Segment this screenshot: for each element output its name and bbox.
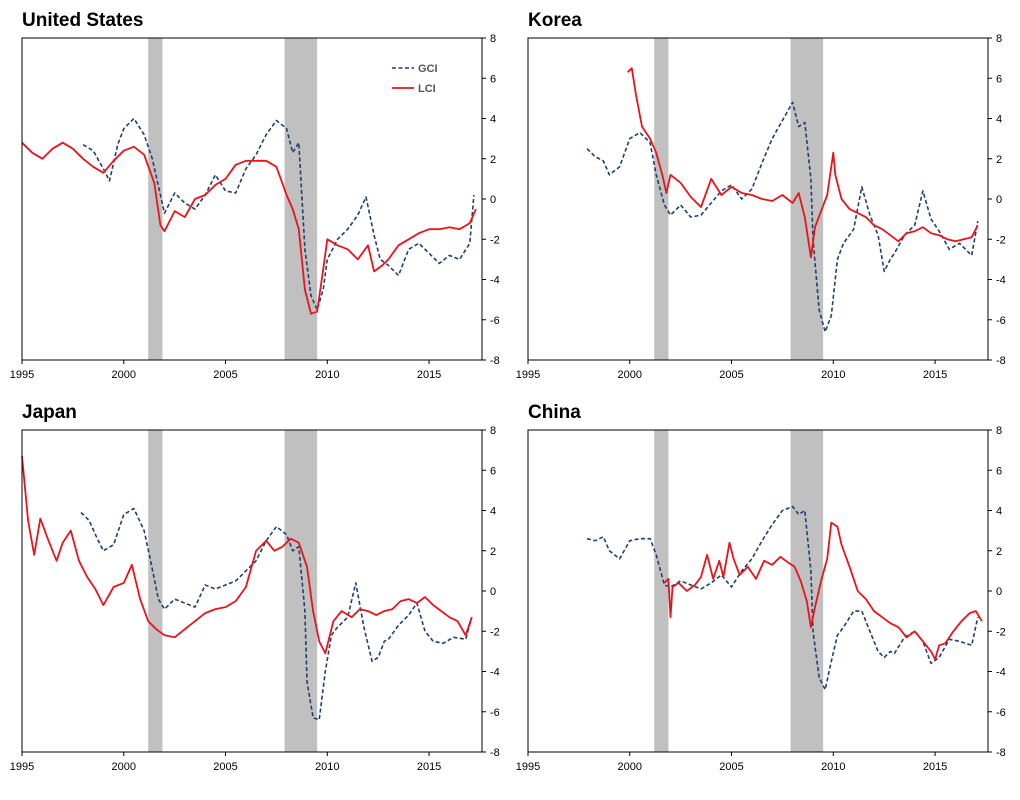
y-tick-label: -4 bbox=[490, 667, 500, 679]
y-tick-label: 8 bbox=[490, 33, 496, 45]
y-tick-label: 4 bbox=[490, 114, 496, 126]
x-tick-label: 2015 bbox=[923, 761, 947, 773]
recession-shading bbox=[654, 38, 669, 360]
series-line-gci bbox=[586, 505, 979, 691]
y-tick-label: 2 bbox=[490, 546, 496, 558]
x-tick-label: 2010 bbox=[821, 761, 845, 773]
y-tick-label: 6 bbox=[996, 73, 1002, 85]
chart-svg: 8 6 4 2 0 -2 -4 -6 -8 1995 2000 2005 2010 2015 GCI LCI bbox=[10, 33, 500, 381]
x-tick-label: 2015 bbox=[417, 761, 441, 773]
y-tick-label: 2 bbox=[996, 154, 1002, 166]
y-tick-label: 0 bbox=[490, 194, 496, 206]
chart-panel-korea: Korea 8 6 4 2 0 -2 -4 -6 -8 1995 2000 2005 2010 2015 bbox=[512, 6, 1012, 396]
chart-panel-china: China 8 6 4 2 0 -2 -4 -6 -8 1995 2000 2005 2010 2015 bbox=[512, 398, 1012, 788]
x-tick-label: 2000 bbox=[112, 369, 136, 381]
x-tick-label: 2005 bbox=[213, 369, 237, 381]
x-tick-label: 2000 bbox=[618, 369, 642, 381]
recession-shading bbox=[148, 430, 163, 752]
series-line-lci bbox=[21, 456, 473, 655]
chart-title: Korea bbox=[528, 10, 582, 31]
recession-shading bbox=[284, 38, 318, 360]
x-tick-label: 2010 bbox=[315, 761, 339, 773]
plot-frame bbox=[527, 37, 989, 361]
y-tick-label: -8 bbox=[490, 747, 500, 759]
y-tick-label: 8 bbox=[996, 425, 1002, 437]
chart-title: China bbox=[528, 402, 581, 423]
y-tick-label: -2 bbox=[490, 234, 500, 246]
y-tick-label: -8 bbox=[996, 747, 1006, 759]
chart-title: Japan bbox=[22, 402, 77, 423]
legend-label: LCI bbox=[418, 83, 436, 95]
x-tick-label: 2000 bbox=[112, 761, 136, 773]
y-tick-label: -2 bbox=[996, 234, 1006, 246]
x-tick-label: 2005 bbox=[719, 369, 743, 381]
x-tick-label: 2000 bbox=[618, 761, 642, 773]
y-tick-label: -6 bbox=[490, 315, 500, 327]
y-tick-label: 4 bbox=[996, 506, 1002, 518]
chart-title: United States bbox=[22, 10, 144, 31]
y-tick-label: 0 bbox=[490, 586, 496, 598]
y-tick-label: 2 bbox=[490, 154, 496, 166]
x-tick-label: 2010 bbox=[315, 369, 339, 381]
x-tick-label: 2005 bbox=[213, 761, 237, 773]
recession-shading bbox=[148, 38, 163, 360]
y-tick-label: -6 bbox=[996, 707, 1006, 719]
y-tick-label: -2 bbox=[490, 626, 500, 638]
x-tick-label: 1995 bbox=[516, 369, 540, 381]
y-tick-label: -6 bbox=[996, 315, 1006, 327]
y-tick-label: -4 bbox=[996, 667, 1006, 679]
y-tick-label: -8 bbox=[996, 355, 1006, 367]
y-tick-label: 4 bbox=[490, 506, 496, 518]
plot-frame bbox=[21, 37, 483, 361]
y-tick-label: 8 bbox=[490, 425, 496, 437]
y-tick-label: -8 bbox=[490, 355, 500, 367]
recession-shading bbox=[790, 430, 824, 752]
y-tick-label: 8 bbox=[996, 33, 1002, 45]
y-tick-label: 6 bbox=[490, 73, 496, 85]
chart-panel-japan: Japan 8 6 4 2 0 -2 -4 -6 -8 1995 2000 2005 2010 2015 bbox=[6, 398, 506, 788]
y-tick-label: -6 bbox=[490, 707, 500, 719]
y-tick-label: -4 bbox=[490, 275, 500, 287]
plot-frame bbox=[527, 429, 989, 753]
chart-svg: 8 6 4 2 0 -2 -4 -6 -8 1995 2000 2005 2010 2015 bbox=[516, 425, 1006, 773]
recession-shading bbox=[284, 430, 318, 752]
chart-panel-united-states: United States 8 6 4 2 0 -2 -4 -6 -8 1995 2000 2005 2… bbox=[6, 6, 506, 396]
y-tick-label: 4 bbox=[996, 114, 1002, 126]
y-tick-label: -4 bbox=[996, 275, 1006, 287]
y-tick-label: -2 bbox=[996, 626, 1006, 638]
y-tick-label: 6 bbox=[996, 465, 1002, 477]
x-tick-label: 1995 bbox=[10, 369, 34, 381]
chart-svg: 8 6 4 2 0 -2 -4 -6 -8 1995 2000 2005 2010 2015 bbox=[10, 425, 500, 773]
series-line-lci bbox=[627, 67, 979, 259]
x-tick-label: 1995 bbox=[10, 761, 34, 773]
x-tick-label: 2010 bbox=[821, 369, 845, 381]
plot-frame bbox=[21, 429, 483, 753]
y-tick-label: 6 bbox=[490, 465, 496, 477]
recession-shading bbox=[654, 430, 669, 752]
x-tick-label: 1995 bbox=[516, 761, 540, 773]
series-line-gci bbox=[586, 101, 979, 333]
x-tick-label: 2005 bbox=[719, 761, 743, 773]
x-tick-label: 2015 bbox=[417, 369, 441, 381]
series-line-gci bbox=[82, 117, 475, 311]
y-tick-label: 0 bbox=[996, 194, 1002, 206]
chart-svg: 8 6 4 2 0 -2 -4 -6 -8 1995 2000 2005 2010 2015 bbox=[516, 33, 1006, 381]
series-line-lci bbox=[663, 521, 983, 661]
x-tick-label: 2015 bbox=[923, 369, 947, 381]
series-line-lci bbox=[21, 141, 477, 315]
series-line-gci bbox=[80, 507, 473, 721]
legend-label: GCI bbox=[418, 63, 438, 75]
y-tick-label: 2 bbox=[996, 546, 1002, 558]
y-tick-label: 0 bbox=[996, 586, 1002, 598]
